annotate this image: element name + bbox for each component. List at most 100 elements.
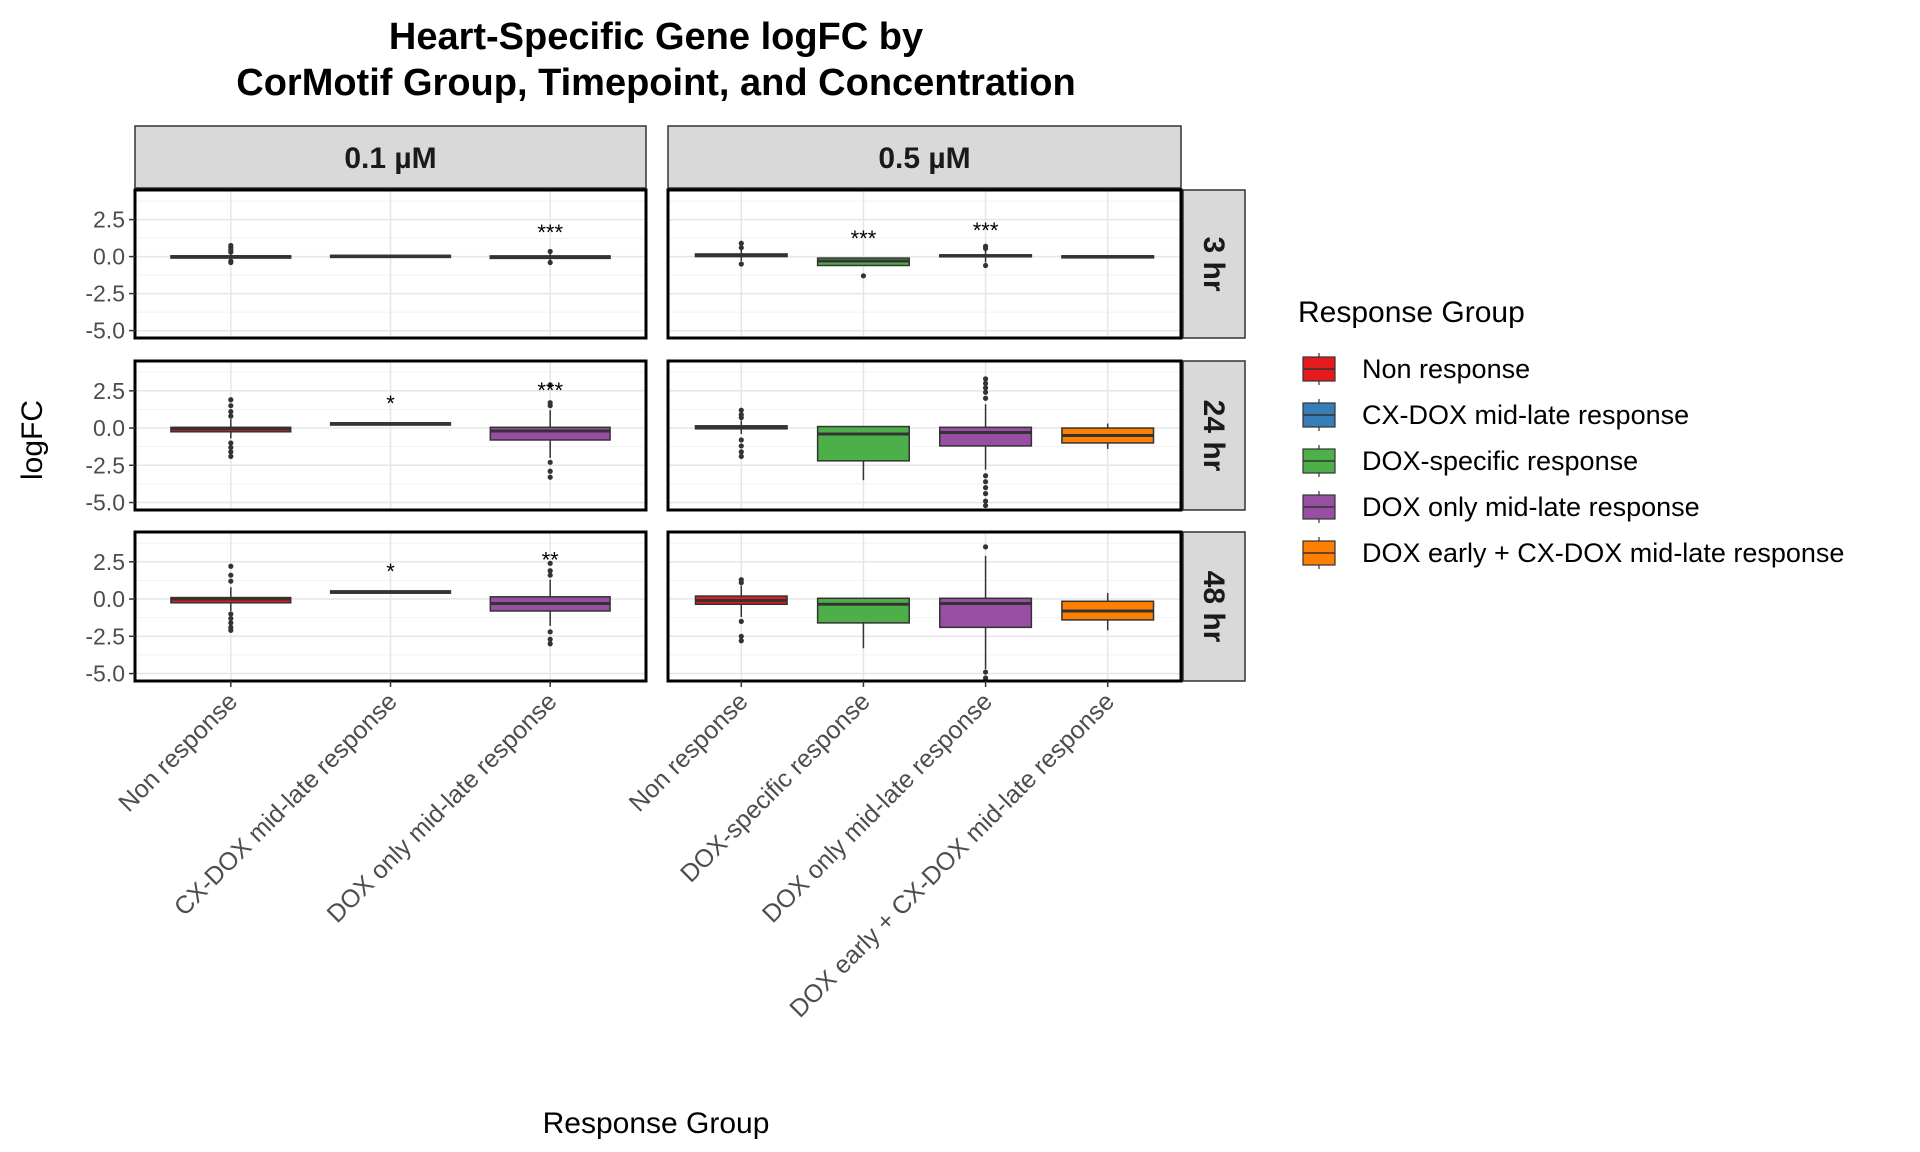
box-outlier: [547, 568, 553, 574]
box-outlier: [228, 242, 234, 249]
box: *: [329, 391, 452, 426]
y-tick-label: 0.0: [93, 586, 125, 612]
box-outlier: [228, 413, 234, 419]
significance-label: ***: [973, 218, 999, 243]
box-outlier: [982, 479, 989, 485]
y-axis-label: logFC: [16, 400, 49, 480]
box-outlier: [982, 389, 989, 395]
box-outlier: [228, 409, 234, 415]
y-axes: 2.5 0.0 -2.5 -5.0 2.5 0.0 -2.5 -5.0 2.5 0.0 -2.5 -5…: [85, 207, 135, 687]
significance-label: **: [542, 548, 560, 573]
panel-border: [133, 359, 648, 512]
x-tick-label: Non response: [624, 687, 754, 817]
box-outlier: [228, 453, 234, 459]
x-tick-label: Non response: [113, 687, 243, 817]
box: [694, 240, 788, 267]
box-outlier: [228, 449, 234, 455]
facet-panel: ***: [133, 530, 648, 683]
facet-strip-row-label: 3 hr: [1197, 236, 1230, 291]
box-outlier: [982, 473, 989, 479]
box-outlier: [738, 240, 744, 246]
x-tick-label: DOX only mid-late response: [757, 687, 998, 928]
box-outlier: [738, 407, 744, 413]
box: [170, 397, 292, 459]
box-outlier: [982, 376, 989, 382]
box-outlier: [982, 491, 989, 497]
box-outlier: [860, 273, 867, 279]
box: [1061, 255, 1155, 259]
facet-strip-col-label: 0.5 µM: [878, 142, 970, 175]
box-outlier: [228, 627, 234, 633]
facet-panel: ***: [133, 188, 648, 340]
significance-label: ***: [537, 220, 563, 245]
y-tick-label: 0.0: [93, 415, 125, 441]
box-outlier: [547, 641, 553, 647]
box-outlier: [738, 633, 744, 639]
box-body: [816, 597, 910, 624]
y-tick-label: -5.0: [85, 318, 125, 344]
box: ***: [816, 226, 910, 279]
box-outlier: [738, 415, 744, 421]
box: [816, 597, 910, 649]
box-body: [816, 425, 910, 462]
box-outlier: [738, 449, 744, 455]
significance-label: *: [386, 391, 395, 416]
box-outlier: [982, 502, 989, 509]
legend-label: DOX only mid-late response: [1362, 492, 1700, 522]
box-outlier: [738, 638, 744, 644]
box-outlier: [982, 544, 989, 550]
box-outlier: [982, 498, 989, 504]
significance-label: ***: [537, 378, 563, 403]
panel-border: [666, 359, 1183, 512]
box-outlier: [982, 395, 989, 401]
facet-strip-row: [1182, 189, 1246, 339]
box-outlier: [547, 560, 553, 566]
box-outlier: [228, 611, 234, 617]
panel-border: [666, 188, 1183, 340]
box-outlier: [228, 444, 234, 451]
box-body: [489, 426, 611, 441]
panel-background: [668, 190, 1181, 338]
legend-label: Non response: [1362, 354, 1530, 384]
facet-strip-col: [667, 125, 1182, 189]
box-outlier: [982, 385, 989, 391]
box-outlier: [547, 572, 553, 578]
box-outlier: [547, 636, 553, 642]
facet-strip-row-label: 24 hr: [1197, 400, 1230, 472]
box-outlier: [228, 397, 234, 403]
facet-strip-row-label: 48 hr: [1197, 571, 1230, 643]
box: [1061, 593, 1155, 631]
box: [694, 407, 788, 459]
box: [694, 577, 788, 644]
panel-border: [133, 188, 648, 340]
box-body: [939, 426, 1033, 447]
facet-panel: *** ***: [666, 188, 1183, 340]
chart-title-line: Heart-Specific Gene logFC by: [389, 16, 923, 58]
box-outlier: [547, 403, 553, 409]
box: ***: [489, 378, 611, 480]
box-outlier: [228, 258, 234, 264]
facet-panel: ****: [133, 359, 648, 512]
facet-strip-row: [1182, 360, 1246, 511]
box-outlier: [738, 618, 744, 625]
box: [939, 376, 1033, 509]
box-outlier: [228, 563, 234, 569]
y-tick-label: -2.5: [85, 452, 125, 478]
y-tick-label: 2.5: [93, 207, 125, 233]
box-outlier: [982, 262, 989, 269]
y-tick-label: 2.5: [93, 378, 125, 404]
y-tick-label: -2.5: [85, 623, 125, 649]
box-outlier: [228, 440, 234, 446]
panel-border: [666, 530, 1183, 683]
y-tick-label: 2.5: [93, 549, 125, 575]
legend-label: DOX-specific response: [1362, 446, 1638, 476]
box: [1061, 423, 1155, 449]
box-outlier: [982, 380, 989, 386]
facet-panels: *** *** ******** **: [133, 188, 1183, 683]
box-outlier: [738, 261, 744, 267]
box-outlier: [228, 403, 234, 409]
box-outlier: [547, 459, 553, 465]
box: [939, 544, 1033, 681]
